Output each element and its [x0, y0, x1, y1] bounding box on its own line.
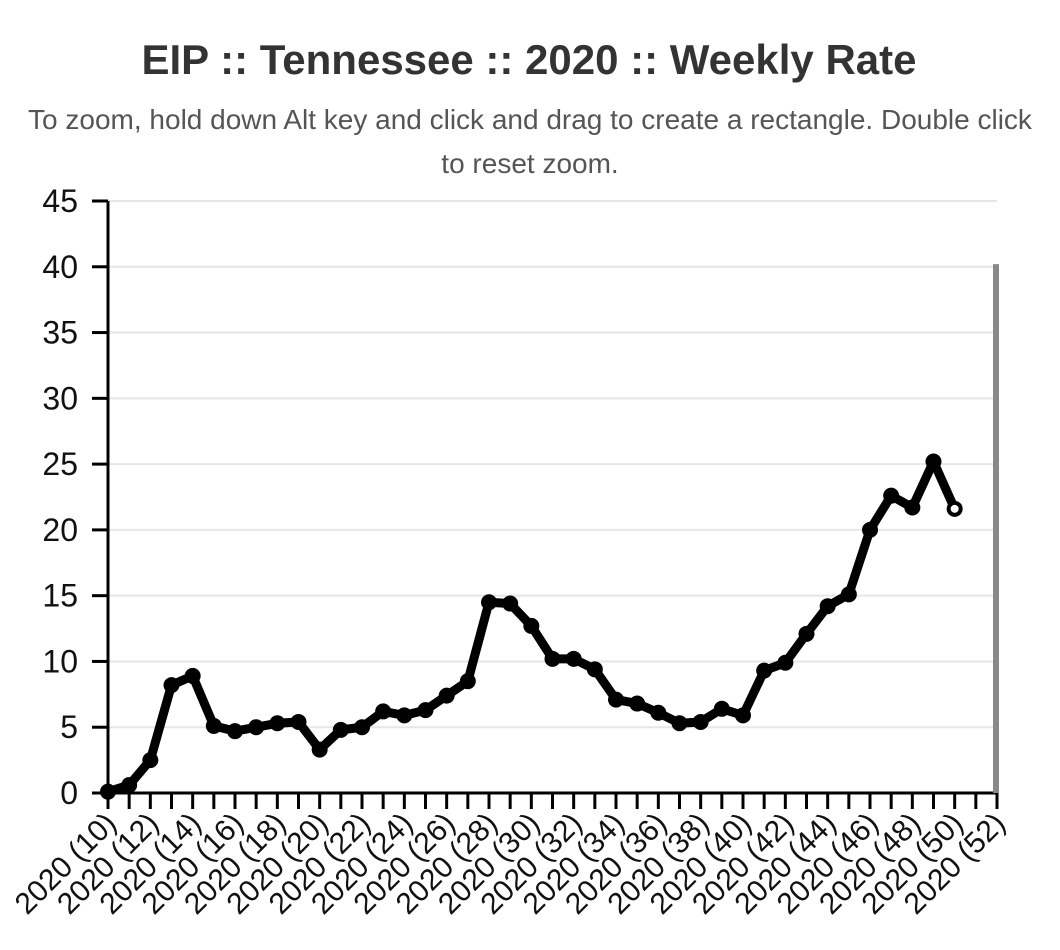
- data-point[interactable]: [205, 717, 222, 734]
- data-point[interactable]: [354, 719, 370, 736]
- y-tick-label: 15: [42, 578, 78, 614]
- data-point[interactable]: [756, 662, 773, 679]
- data-point[interactable]: [375, 703, 392, 720]
- data-point[interactable]: [565, 650, 582, 667]
- zoom-instructions-line-2: to reset zoom.: [441, 148, 619, 179]
- data-point[interactable]: [883, 487, 900, 504]
- data-point[interactable]: [840, 586, 857, 603]
- data-point[interactable]: [777, 654, 794, 671]
- zoom-scroll-handle[interactable]: [993, 264, 999, 793]
- y-tick-label: 10: [42, 643, 78, 679]
- data-point[interactable]: [798, 625, 815, 642]
- data-point[interactable]: [248, 719, 265, 736]
- data-point[interactable]: [227, 723, 243, 740]
- y-tick-label: 5: [60, 709, 78, 745]
- y-tick-label: 25: [42, 446, 78, 482]
- data-point[interactable]: [121, 777, 138, 794]
- data-point[interactable]: [629, 695, 646, 712]
- data-point[interactable]: [417, 702, 434, 719]
- data-point[interactable]: [713, 700, 730, 717]
- data-point[interactable]: [100, 783, 116, 800]
- chart-title: EIP :: Tennessee :: 2020 :: Weekly Rate: [141, 36, 917, 83]
- data-point[interactable]: [438, 687, 455, 704]
- y-tick-label: 40: [42, 249, 78, 285]
- data-point[interactable]: [269, 715, 286, 732]
- data-point[interactable]: [735, 707, 751, 724]
- y-tick-label: 45: [42, 183, 78, 219]
- data-point[interactable]: [396, 707, 413, 724]
- data-point[interactable]: [502, 595, 519, 612]
- data-point[interactable]: [481, 594, 497, 611]
- data-point[interactable]: [142, 752, 159, 769]
- data-point[interactable]: [544, 650, 561, 667]
- data-point[interactable]: [650, 704, 667, 721]
- data-point[interactable]: [290, 713, 307, 730]
- data-point[interactable]: [332, 721, 349, 738]
- data-point[interactable]: [671, 715, 688, 732]
- data-point[interactable]: [819, 598, 836, 615]
- zoom-instructions-line-1: To zoom, hold down Alt key and click and…: [28, 104, 1032, 135]
- data-point[interactable]: [946, 500, 963, 517]
- data-point[interactable]: [608, 691, 624, 708]
- y-tick-label: 35: [42, 315, 78, 351]
- y-tick-label: 30: [42, 380, 78, 416]
- data-point[interactable]: [904, 499, 921, 516]
- data-point[interactable]: [311, 741, 328, 758]
- data-point[interactable]: [523, 617, 540, 634]
- data-point[interactable]: [692, 713, 709, 730]
- data-point[interactable]: [862, 521, 878, 538]
- data-point[interactable]: [586, 661, 603, 678]
- zoom-instructions: To zoom, hold down Alt key and click and…: [0, 98, 1060, 186]
- y-tick-label: 20: [42, 512, 78, 548]
- y-tick-label: 0: [60, 775, 78, 811]
- data-point[interactable]: [459, 673, 476, 690]
- data-point[interactable]: [925, 453, 942, 470]
- data-point[interactable]: [184, 667, 201, 684]
- data-point[interactable]: [163, 677, 180, 694]
